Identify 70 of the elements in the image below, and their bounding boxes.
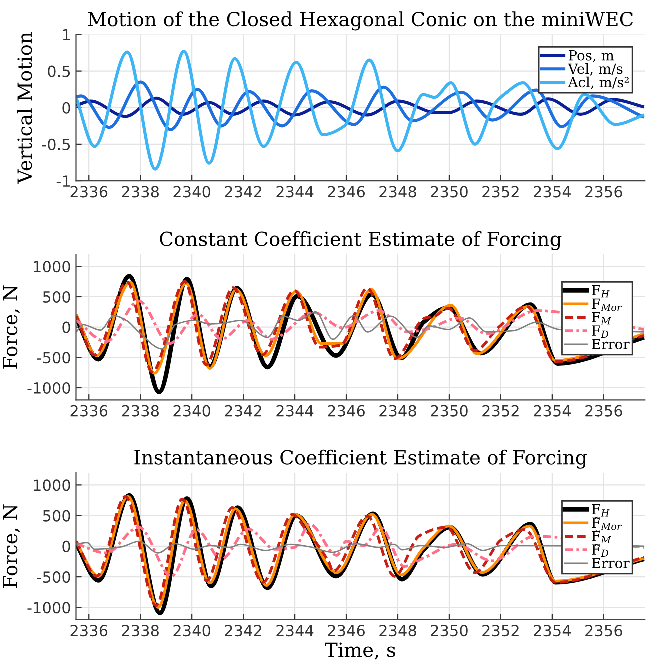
y-tick-label: -1000	[28, 382, 70, 394]
x-axis-title: Time, s	[325, 642, 396, 660]
legend-label: Acl, m/s²	[568, 76, 629, 90]
y-tick-label: -1	[56, 176, 70, 187]
x-tick-label: 2346	[328, 625, 365, 637]
x-tick-label: 2340	[174, 625, 210, 637]
y-tick-label: 1000	[34, 261, 70, 273]
x-tick-label: 2344	[276, 625, 314, 637]
x-tick-label: 2350	[431, 625, 468, 637]
y-axis-title: Force, N	[3, 286, 20, 369]
x-tick-label: 2338	[122, 405, 159, 417]
x-tick-label: 2356	[586, 405, 622, 417]
legend-label: Vel, m/s	[568, 63, 623, 76]
x-tick-label: 2352	[482, 625, 519, 637]
x-tick-label: 2352	[482, 186, 519, 198]
y-tick-label: 0	[62, 102, 70, 114]
x-tick-label: 2346	[328, 186, 365, 198]
y-axis-title: Vertical Motion	[17, 32, 32, 184]
x-tick-label: 2342	[225, 625, 262, 637]
y-tick-label: 0	[62, 322, 70, 334]
x-tick-label: 2354	[534, 186, 572, 198]
x-tick-label: 2344	[276, 405, 314, 417]
legend-label: Pos, m	[568, 50, 614, 62]
x-tick-label: 2336	[70, 186, 108, 198]
y-tick-label: -500	[37, 352, 70, 364]
x-tick-label: 2342	[225, 405, 262, 417]
x-tick-label: 2356	[586, 186, 622, 198]
y-tick-label: -1000	[28, 602, 70, 614]
y-tick-label: 0	[62, 540, 70, 552]
x-tick-label: 2344	[276, 186, 314, 198]
legend-label: F$_{H}$	[592, 285, 610, 298]
legend-label: Error	[592, 339, 630, 350]
legend-label: F$_{H}$	[592, 504, 610, 517]
x-tick-label: 2340	[174, 405, 210, 417]
x-tick-label: 2348	[380, 405, 416, 417]
x-tick-label: 2350	[431, 186, 468, 198]
x-tick-label: 2352	[482, 405, 519, 417]
y-tick-label: 1000	[34, 480, 70, 492]
line-series	[76, 311, 646, 350]
y-tick-label: -0.5	[42, 138, 70, 150]
x-tick-label: 2348	[380, 625, 416, 637]
y-tick-label: 500	[43, 510, 70, 522]
x-tick-label: 2338	[122, 186, 159, 198]
legend-label: F̃$_{D}$	[592, 544, 608, 557]
chart-title: Constant Coefficient Estimate of Forcing	[160, 231, 562, 250]
x-tick-label: 2350	[431, 405, 468, 417]
x-tick-label: 2338	[122, 625, 159, 637]
chart-title: Motion of the Closed Hexagonal Conic on the miniWEC	[88, 12, 634, 31]
legend-label: Error	[592, 558, 630, 569]
y-tick-label: 1	[63, 29, 70, 41]
x-tick-label: 2354	[534, 405, 572, 417]
x-tick-label: 2342	[225, 186, 262, 198]
chart-title: Instantaneous Coefficient Estimate of Forcing	[134, 450, 588, 469]
y-axis-title: Force, N	[3, 504, 20, 588]
line-series	[76, 50, 646, 171]
legend-label: F̃$_{Mor}$	[592, 517, 622, 530]
x-tick-label: 2340	[174, 186, 210, 198]
legend-label: F$_{D}$	[592, 326, 608, 338]
y-tick-label: 0.5	[48, 66, 70, 78]
y-tick-label: -500	[37, 572, 70, 584]
x-tick-label: 2348	[380, 186, 416, 198]
x-tick-label: 2354	[534, 625, 572, 637]
legend-label: F$_{Mor}$	[592, 298, 622, 312]
x-tick-label: 2336	[70, 405, 108, 417]
legend-label: F$_{M}$	[592, 312, 612, 325]
y-tick-label: 500	[43, 291, 70, 304]
x-tick-label: 2356	[586, 625, 622, 637]
legend-label: F̃$_{M}$	[592, 530, 612, 544]
x-tick-label: 2346	[328, 405, 365, 417]
x-tick-label: 2336	[70, 625, 108, 637]
